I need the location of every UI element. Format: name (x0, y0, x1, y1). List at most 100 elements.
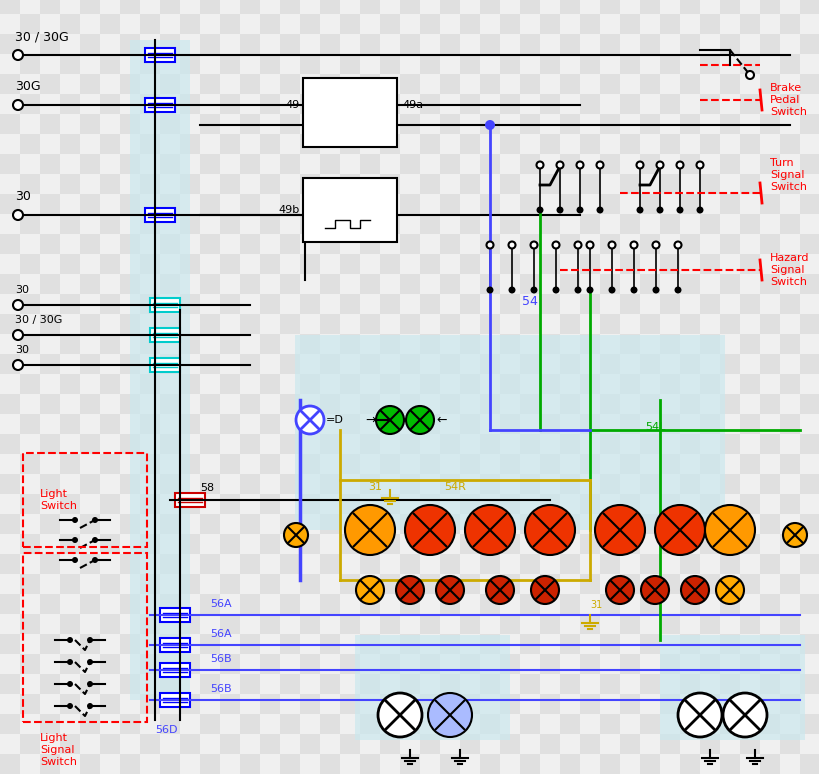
Bar (0, 534, 20, 554)
FancyBboxPatch shape (150, 328, 180, 342)
Bar (360, 334, 379, 354)
Bar (659, 534, 679, 554)
Bar (540, 134, 559, 154)
Bar (300, 514, 319, 534)
Bar (639, 74, 659, 94)
Bar (519, 754, 540, 774)
Bar (379, 254, 400, 274)
Bar (40, 14, 60, 34)
Bar (160, 294, 180, 314)
Bar (600, 94, 619, 114)
Text: 56A: 56A (210, 629, 231, 639)
Bar (759, 274, 779, 294)
Bar (519, 414, 540, 434)
Bar (279, 354, 300, 374)
Bar (699, 614, 719, 634)
Bar (340, 254, 360, 274)
Bar (120, 374, 140, 394)
Bar (440, 674, 459, 694)
Bar (0, 494, 20, 514)
Bar (200, 714, 219, 734)
Bar (200, 554, 219, 574)
Bar (379, 414, 400, 434)
Bar (619, 134, 639, 154)
Bar (400, 474, 419, 494)
Bar (360, 614, 379, 634)
Bar (459, 494, 479, 514)
Bar (20, 474, 40, 494)
Bar (559, 674, 579, 694)
Bar (279, 754, 300, 774)
Bar (459, 294, 479, 314)
Bar (100, 34, 120, 54)
FancyBboxPatch shape (145, 98, 174, 112)
Bar (100, 694, 120, 714)
Bar (360, 474, 379, 494)
Bar (459, 134, 479, 154)
Bar (60, 274, 80, 294)
Bar (619, 414, 639, 434)
Bar (80, 554, 100, 574)
Bar (459, 174, 479, 194)
Bar (639, 114, 659, 134)
Bar (400, 654, 419, 674)
Bar (579, 94, 600, 114)
Bar (479, 754, 500, 774)
Bar (759, 474, 779, 494)
Bar (0, 314, 20, 334)
Bar (639, 554, 659, 574)
Bar (600, 374, 619, 394)
Bar (479, 134, 500, 154)
Bar (0, 454, 20, 474)
Bar (60, 634, 80, 654)
Bar (419, 154, 440, 174)
Bar (0, 734, 20, 754)
Bar (80, 194, 100, 214)
Bar (319, 194, 340, 214)
Bar (579, 134, 600, 154)
Bar (419, 94, 440, 114)
Bar (759, 634, 779, 654)
Bar (540, 314, 559, 334)
Bar (799, 354, 819, 374)
Bar (600, 434, 619, 454)
Bar (679, 574, 699, 594)
Bar (300, 54, 319, 74)
Bar (379, 754, 400, 774)
Bar (100, 354, 120, 374)
Bar (219, 454, 240, 474)
Bar (500, 674, 519, 694)
Bar (180, 374, 200, 394)
Bar (40, 554, 60, 574)
Bar (260, 434, 279, 454)
Bar (419, 294, 440, 314)
Bar (519, 294, 540, 314)
Bar (759, 254, 779, 274)
Bar (360, 94, 379, 114)
Bar (120, 634, 140, 654)
Bar (459, 574, 479, 594)
Text: =D: =D (326, 415, 343, 425)
Bar (180, 114, 200, 134)
Bar (40, 754, 60, 774)
Text: 30: 30 (15, 190, 31, 203)
Bar (440, 194, 459, 214)
Bar (739, 54, 759, 74)
Bar (379, 354, 400, 374)
Bar (300, 454, 319, 474)
Bar (319, 354, 340, 374)
Bar (40, 254, 60, 274)
Bar (260, 134, 279, 154)
Bar (600, 394, 619, 414)
Bar (779, 674, 799, 694)
Circle shape (536, 207, 543, 214)
Bar (759, 594, 779, 614)
Bar (240, 674, 260, 694)
Bar (779, 554, 799, 574)
Bar (120, 594, 140, 614)
Bar (180, 614, 200, 634)
Bar (799, 154, 819, 174)
Bar (120, 454, 140, 474)
Bar (0, 254, 20, 274)
Bar (440, 14, 459, 34)
